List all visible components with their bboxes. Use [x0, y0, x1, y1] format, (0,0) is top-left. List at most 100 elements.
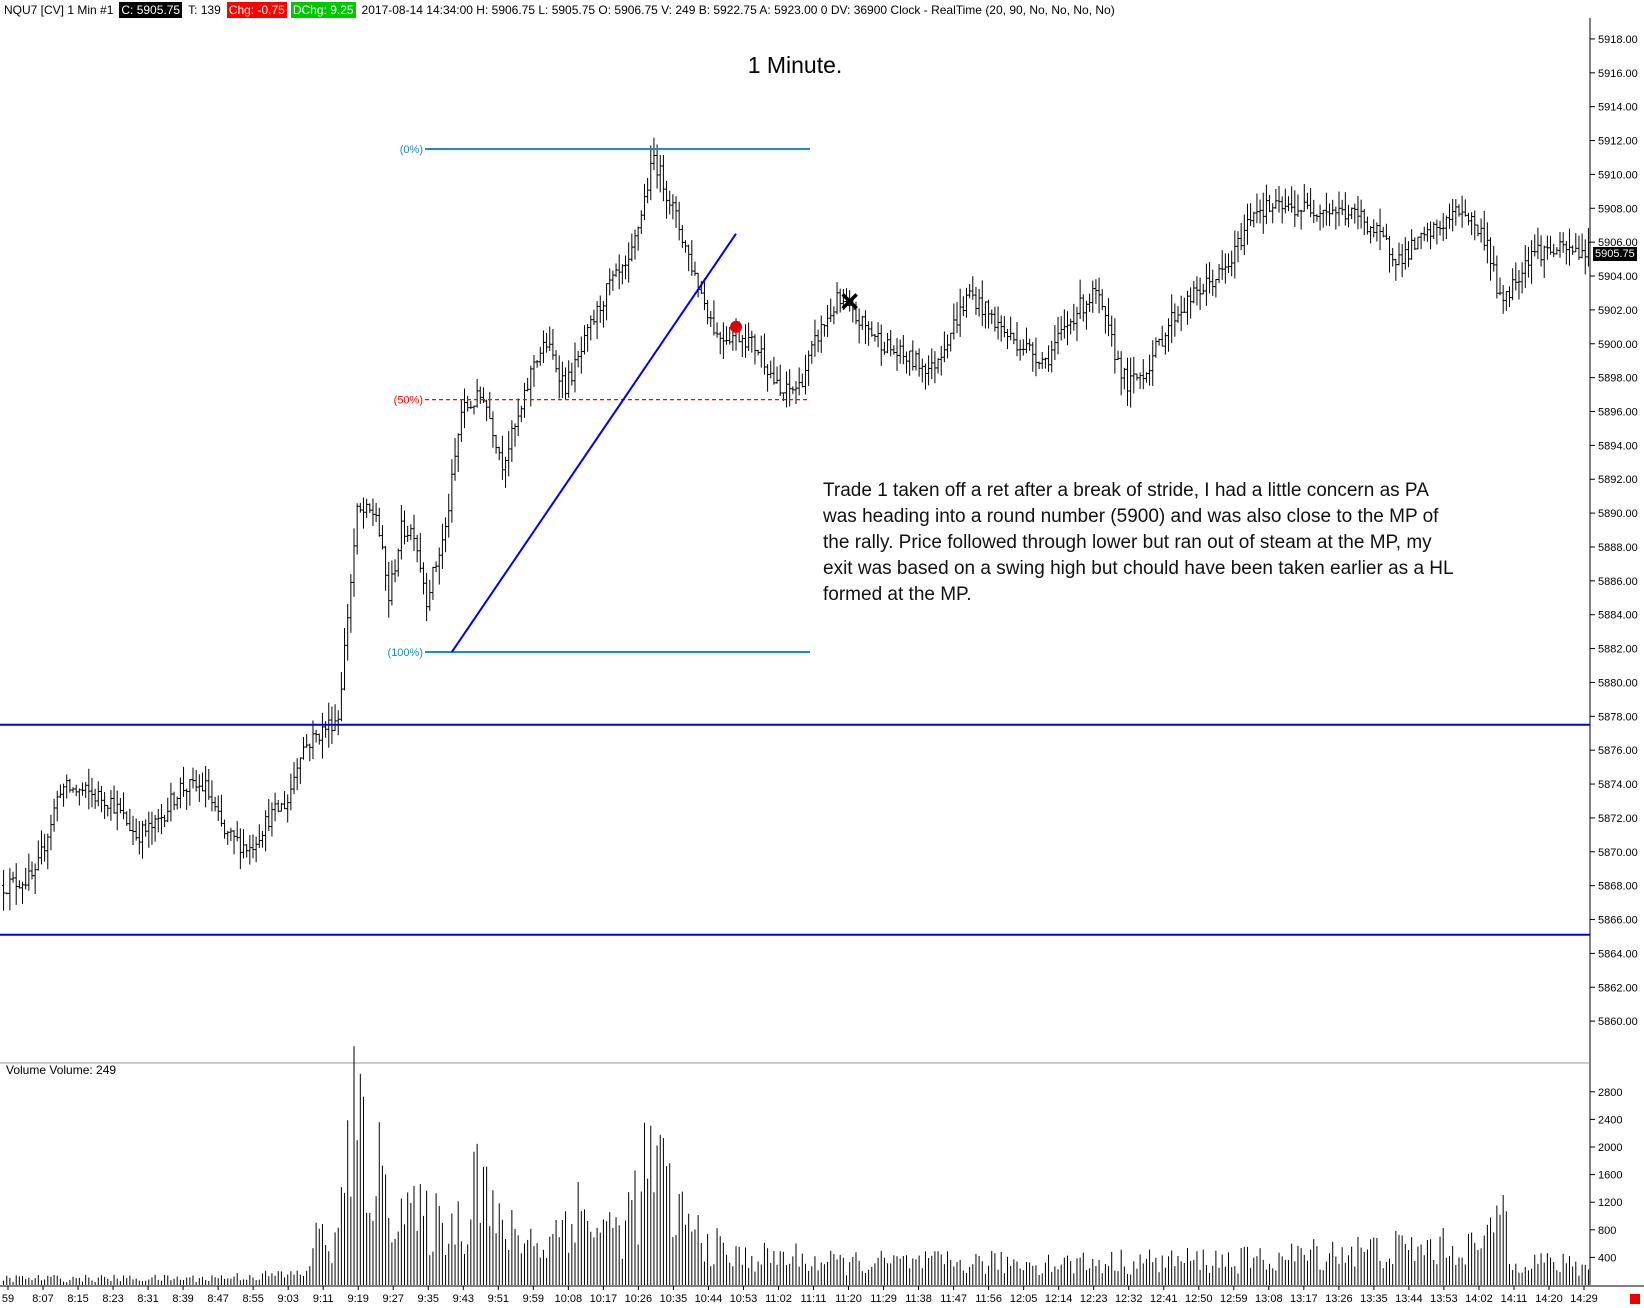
volume-bars: [3, 1046, 1589, 1285]
price-bar: [1340, 199, 1344, 216]
price-bar: [747, 322, 751, 351]
price-bar: [140, 820, 145, 859]
price-bar: [1309, 187, 1313, 218]
price-bar: [1406, 241, 1411, 268]
price-bar: [1170, 294, 1174, 344]
volume-tick-label: 2800: [1598, 1087, 1622, 1099]
price-bar: [567, 360, 571, 398]
price-bar: [1337, 191, 1341, 227]
price-tick-label: 5898.00: [1598, 373, 1638, 385]
price-bar: [440, 523, 445, 569]
price-tick-label: 5884.00: [1598, 610, 1638, 622]
time-tick-label: 8:47: [207, 1293, 228, 1305]
price-bar: [109, 789, 113, 821]
price-tick-label: 5866.00: [1598, 915, 1638, 927]
price-bar: [1463, 199, 1467, 217]
price-bar: [46, 833, 50, 870]
price-bar: [639, 210, 643, 234]
price-bar: [516, 398, 520, 437]
price-bar: [867, 321, 871, 346]
price-bar: [488, 391, 492, 420]
price-bar: [1021, 339, 1025, 356]
price-bar: [598, 295, 602, 323]
price-bar: [1574, 233, 1578, 253]
price-tick-label: 5918.00: [1598, 34, 1638, 46]
price-bar: [870, 321, 874, 337]
price-bar: [1043, 357, 1048, 369]
price-bar: [305, 734, 309, 748]
symbol-label[interactable]: NQU7 [CV] 1 Min #1: [4, 3, 114, 17]
price-bar: [1028, 338, 1032, 351]
price-axis[interactable]: 5918.00 5916.00 5914.00 5912.00 5910.00 5908.…: [1590, 34, 1638, 1028]
price-bar: [1195, 276, 1199, 306]
price-bar: [383, 546, 388, 591]
price-bar: [980, 280, 984, 327]
price-bar: [658, 155, 662, 193]
price-bar: [582, 325, 587, 355]
price-bar: [27, 853, 31, 891]
time-axis[interactable]: 59 8:07 8:15 8:23 8:31 8:39 8:47 8:55 9:03 9:11 9:…: [2, 1286, 1598, 1305]
price-bar: [873, 334, 877, 342]
price-bar: [810, 340, 814, 364]
price-bar: [1305, 192, 1310, 210]
price-bar: [1321, 209, 1325, 228]
price-bar: [289, 773, 293, 811]
price-bar: [1062, 309, 1066, 339]
price-bar: [882, 341, 886, 355]
price-tick-label: 5860.00: [1598, 1016, 1638, 1028]
price-bar: [1151, 340, 1155, 387]
price-bar: [1473, 210, 1477, 241]
price-bar: [993, 306, 997, 332]
price-bar: [1353, 203, 1357, 224]
price-bar: [961, 296, 965, 317]
price-bar: [1129, 357, 1133, 408]
price-bar: [1447, 203, 1452, 229]
price-bar: [728, 327, 732, 345]
price-bar: [753, 334, 757, 365]
price-bar: [1018, 339, 1022, 361]
price-bar: [822, 324, 827, 337]
price-bar: [1252, 211, 1256, 228]
time-tick-label: 9:19: [348, 1293, 369, 1305]
price-bar: [254, 836, 258, 863]
price-bar: [1138, 372, 1142, 389]
price-bar: [835, 282, 839, 315]
price-bar: [1103, 306, 1107, 334]
time-tick-label: 13:08: [1255, 1293, 1283, 1305]
price-bar: [485, 399, 489, 422]
price-bar: [270, 802, 274, 837]
price-bar: [586, 324, 590, 352]
price-bar: [1529, 240, 1534, 284]
price-bar: [232, 830, 236, 855]
price-bar: [301, 737, 306, 760]
price-bar: [153, 814, 157, 842]
price-bar: [500, 435, 504, 480]
price-bar: [990, 309, 994, 325]
price-bar: [447, 493, 451, 538]
price-bar: [627, 242, 631, 283]
price-bar: [541, 330, 546, 364]
price-bar: [1460, 195, 1464, 228]
price-bar: [595, 301, 599, 339]
price-bar: [904, 351, 909, 374]
price-bar: [1350, 207, 1354, 220]
status-indicator[interactable]: [1630, 1294, 1640, 1304]
price-bar: [996, 306, 1000, 340]
price-bar: [1201, 283, 1205, 295]
price-bar: [1182, 297, 1186, 313]
price-bar: [765, 364, 770, 392]
price-bar: [1002, 316, 1006, 338]
price-bar: [1065, 311, 1070, 346]
price-bar: [352, 528, 356, 597]
time-tick-label: 11:56: [975, 1293, 1002, 1305]
price-bar: [778, 364, 782, 397]
price-bar: [1069, 318, 1073, 335]
price-bar: [257, 824, 261, 849]
time-tick-label: 10:17: [590, 1293, 618, 1305]
price-bar: [238, 828, 242, 870]
price-bar: [731, 330, 735, 351]
price-bar: [1495, 255, 1499, 299]
volume-tick-label: 800: [1598, 1225, 1616, 1237]
price-bar: [494, 434, 498, 454]
volume-tick-label: 1200: [1598, 1197, 1622, 1209]
